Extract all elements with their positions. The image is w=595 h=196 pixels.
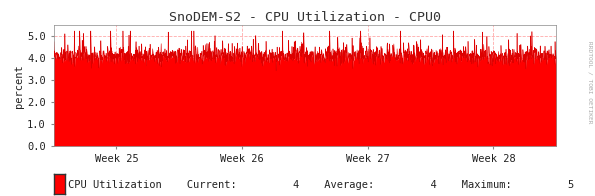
- Text: RRDTOOL / TOBI OETIKER: RRDTOOL / TOBI OETIKER: [587, 41, 592, 123]
- Text: CPU Utilization    Current:         4    Average:         4    Maximum:         : CPU Utilization Current: 4 Average: 4 Ma…: [68, 180, 575, 190]
- Title: SnoDEM-S2 - CPU Utilization - CPU0: SnoDEM-S2 - CPU Utilization - CPU0: [169, 11, 441, 24]
- Y-axis label: percent: percent: [14, 64, 24, 108]
